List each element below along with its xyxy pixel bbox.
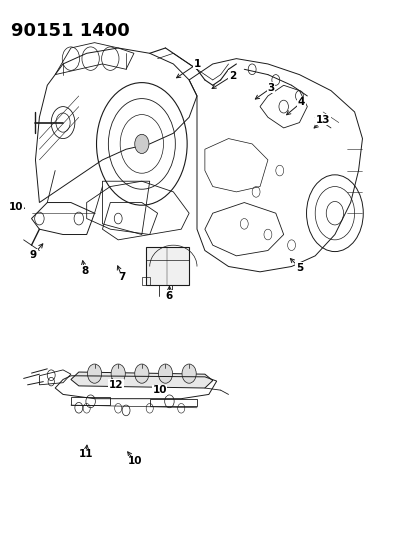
Circle shape [111,364,125,383]
Text: 90151 1400: 90151 1400 [11,22,130,41]
Text: 13: 13 [316,115,330,125]
Text: 3: 3 [268,83,275,93]
Circle shape [135,134,149,154]
Text: 1: 1 [193,59,201,69]
Circle shape [87,364,102,383]
Text: 5: 5 [296,263,303,272]
Text: 6: 6 [166,291,173,301]
Bar [146,247,189,285]
Circle shape [158,364,173,383]
Text: 12: 12 [109,380,123,390]
Circle shape [182,364,196,383]
Text: 7: 7 [119,272,126,282]
Text: 10: 10 [128,456,142,466]
Text: 11: 11 [79,449,93,459]
Text: 10: 10 [152,385,167,395]
Text: 10: 10 [9,202,23,212]
Text: 4: 4 [298,98,305,107]
Polygon shape [71,372,213,388]
Text: 2: 2 [229,71,236,80]
Circle shape [135,364,149,383]
Text: 9: 9 [30,250,37,260]
Text: 8: 8 [81,266,88,276]
